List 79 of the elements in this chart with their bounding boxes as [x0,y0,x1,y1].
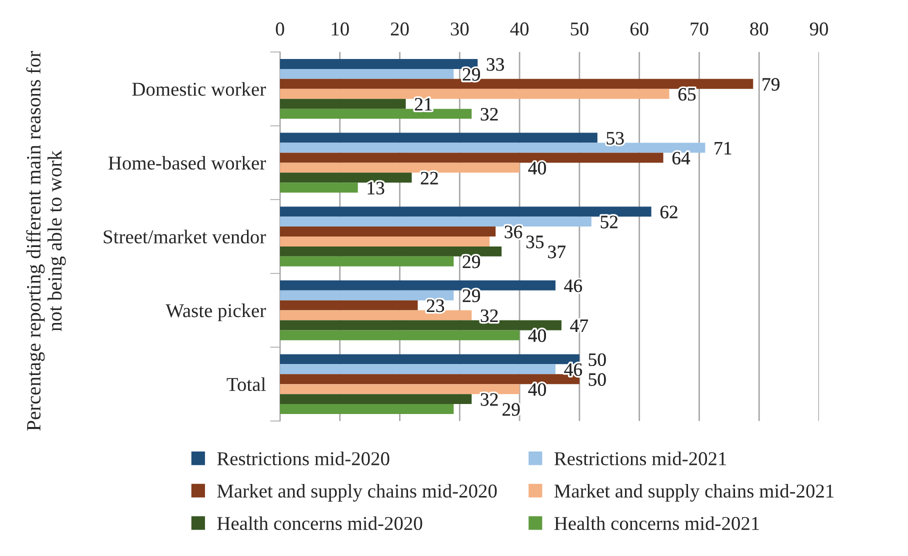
data-label: 29 [462,256,480,268]
bar [280,88,670,99]
data-label: 36 [504,226,522,238]
bar [280,182,358,193]
data-label: 13 [368,182,384,194]
data-label: 21 [414,98,432,110]
bar [280,98,406,109]
bar [280,256,454,266]
data-label: 29 [462,68,480,81]
data-label: 29 [502,403,520,416]
data-label: 40 [528,329,546,342]
bar [280,364,556,374]
bar [280,394,472,404]
x-tick-label: 90 [810,22,828,36]
bar [280,206,652,217]
bar [280,354,580,364]
bar [280,290,454,300]
y-tick-label: Total [226,377,266,392]
legend-label: Health concerns mid-2020 [217,516,422,530]
bar [280,330,520,340]
legend-label: Health concerns mid-2021 [554,516,759,530]
bar [280,172,412,183]
legend-label: Market and supply chains mid-2021 [554,484,834,502]
legend-label: Restrictions mid-2020 [217,452,390,466]
x-tick-label: 30 [450,22,469,36]
data-label: 37 [548,246,566,258]
y-axis-title: Percentage reporting different main reasons for not being able to work [26,50,66,431]
data-label: 32 [480,393,498,406]
data-label: 23 [426,299,444,312]
y-tick-label: Waste picker [166,304,266,322]
data-label: 71 [714,142,732,154]
data-label: 46 [564,280,582,292]
data-label: 40 [528,383,546,396]
bar [280,162,520,173]
bar [280,226,496,236]
bar [280,236,490,246]
data-label: 50 [588,353,606,366]
data-label: 29 [462,290,480,302]
x-tick-label: 70 [690,22,708,36]
x-tick-label: 40 [510,22,529,36]
bar [280,280,556,290]
data-label: 33 [486,58,504,71]
data-label: 64 [672,152,690,164]
bar [280,404,454,414]
y-tick-label: Home-based worker [108,156,266,170]
data-label: 32 [480,108,498,121]
data-label: 40 [528,162,546,174]
x-tick-label: 20 [390,22,409,36]
bar [280,108,472,119]
bar [280,384,520,394]
legend-label: Restrictions mid-2021 [554,452,726,466]
y-tick-label: Domestic worker [132,82,266,96]
bar [280,320,562,330]
data-label: 22 [420,172,438,184]
data-label: 79 [762,78,780,91]
bar [280,216,592,227]
x-tick-label: 10 [332,22,349,36]
x-tick-label: 50 [570,22,588,36]
y-tick-label: Street/market vendor [104,230,266,244]
data-label: 52 [600,216,618,228]
data-label: 62 [660,206,678,218]
bar [280,300,418,310]
x-tick-label: 60 [630,22,648,36]
bar [280,374,580,384]
data-label: 53 [606,132,624,145]
data-label: 50 [588,373,606,386]
data-label: 46 [564,363,582,376]
data-label: 35 [526,236,544,248]
legend-label: Market and supply chains mid-2020 [217,484,497,502]
bar [280,246,502,256]
data-label: 32 [480,309,498,322]
x-tick-label: 80 [750,22,768,36]
bar [280,132,598,143]
bar [280,59,478,69]
bar [280,152,664,163]
bar [280,68,454,79]
data-label: 47 [570,319,588,332]
x-tick-label: 0 [276,22,284,36]
data-label: 65 [678,88,696,101]
